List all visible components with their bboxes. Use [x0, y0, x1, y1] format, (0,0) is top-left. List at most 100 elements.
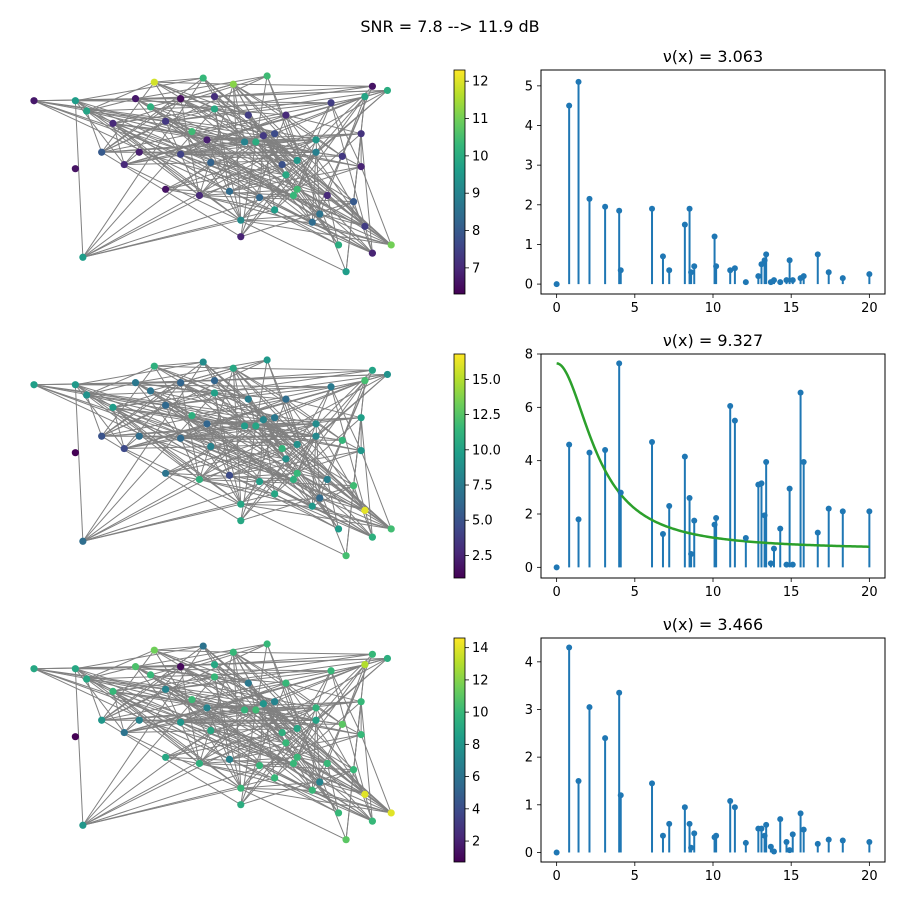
plot-area — [553, 644, 873, 856]
graph-node-isolated — [71, 733, 79, 741]
graph-edge — [101, 365, 155, 437]
stem-marker — [797, 389, 804, 396]
graph-edge — [86, 678, 103, 721]
graph-edge — [233, 651, 287, 684]
stem-marker — [789, 561, 796, 568]
graph-node — [150, 362, 158, 370]
graph-node — [256, 477, 264, 486]
graph-edge — [232, 84, 246, 143]
graph-node — [282, 395, 290, 403]
graph-edge — [247, 399, 257, 427]
graph-edge — [229, 190, 373, 254]
x-tick-label: 0 — [552, 585, 560, 600]
stem-marker — [681, 804, 688, 811]
graph-node — [263, 640, 271, 648]
graph-node — [338, 152, 346, 160]
graph-node — [71, 381, 79, 389]
graph-edge — [135, 98, 249, 116]
graph-edge — [135, 380, 215, 384]
graph-node — [199, 74, 207, 82]
graph-edge — [326, 479, 340, 530]
graph-edge — [229, 734, 362, 760]
graph-edge — [285, 114, 321, 215]
stem-marker — [575, 777, 582, 784]
stem-marker — [586, 704, 593, 711]
figure-title: SNR = 7.8 --> 11.9 dB — [360, 17, 539, 36]
graph-node — [210, 389, 219, 397]
graph-edge — [214, 392, 245, 427]
graph-edge — [214, 664, 298, 729]
colorbar-tick-label: 12.5 — [472, 408, 501, 423]
graph-node — [162, 753, 170, 761]
graph-edge — [262, 419, 276, 494]
graph-node — [210, 673, 219, 681]
x-tick-label: 5 — [631, 869, 639, 884]
graph-edge — [202, 77, 215, 97]
graph-node — [271, 774, 279, 782]
graph-node — [357, 698, 365, 706]
stem-marker — [786, 485, 793, 492]
spectrum-axes: ν(x) = 9.327 0 5 10 15 20 0 2 4 6 8 — [525, 331, 886, 600]
graph-edge — [247, 683, 257, 711]
graph-edge — [86, 110, 373, 254]
graph-edge — [202, 645, 257, 711]
y-tick-label: 4 — [525, 454, 533, 469]
stem-marker — [770, 848, 777, 855]
graph-node — [278, 444, 286, 453]
stem-marker — [659, 253, 666, 260]
graph-node — [252, 706, 260, 714]
graph-edge — [154, 649, 249, 684]
graph-node — [225, 187, 234, 195]
graph-node — [109, 687, 117, 695]
graph-edge — [82, 209, 275, 258]
graph-node — [316, 494, 324, 502]
graph-node-isolated — [71, 165, 79, 173]
y-tick-label: 0 — [525, 278, 533, 293]
x-tick-label: 10 — [705, 301, 722, 316]
graph-edge — [86, 386, 332, 396]
graph-edge — [285, 682, 362, 703]
graph-node — [383, 654, 392, 663]
stem-marker — [602, 735, 609, 742]
graph-node — [282, 455, 290, 463]
y-tick-label: 6 — [525, 401, 533, 416]
graph-edge — [326, 763, 340, 814]
x-tick-label: 10 — [705, 585, 722, 600]
graph-edge — [214, 380, 298, 445]
stem-marker — [666, 503, 673, 509]
graph-edge — [266, 359, 298, 445]
graph-node — [387, 809, 395, 817]
graph-node — [278, 728, 286, 737]
graph-edge — [199, 762, 354, 771]
graph-edge — [229, 742, 287, 760]
graph-edge — [101, 417, 362, 437]
fit-curve — [556, 362, 870, 548]
graph-node — [308, 218, 316, 226]
graph-edge — [74, 100, 84, 258]
graph-edge — [233, 367, 373, 371]
graph-edge — [101, 133, 362, 153]
graph-node — [282, 679, 290, 687]
graph-edge — [139, 151, 294, 196]
stem-marker — [566, 644, 573, 651]
graph-edge — [206, 417, 362, 425]
stem-marker — [602, 203, 609, 210]
graph-node — [188, 412, 196, 420]
graph-edge — [240, 398, 287, 521]
graph-edge — [262, 135, 276, 210]
colorbar-tick-label: 5.0 — [472, 514, 493, 529]
graph-edge — [315, 670, 332, 709]
stem-marker — [777, 525, 784, 532]
colorbar-tick-label: 10 — [472, 706, 489, 721]
y-tick-label: 1 — [525, 238, 533, 253]
graph-edge — [135, 666, 182, 723]
graph-edge — [244, 141, 373, 254]
graph-edge — [202, 361, 215, 381]
graph-edge — [33, 100, 230, 192]
colorbar-tick-label: 14 — [472, 641, 489, 656]
graph-node — [237, 233, 245, 241]
stem-marker — [686, 495, 693, 501]
graph-edge — [213, 108, 231, 192]
y-tick-label: 2 — [525, 751, 533, 766]
graph-node — [312, 136, 320, 144]
